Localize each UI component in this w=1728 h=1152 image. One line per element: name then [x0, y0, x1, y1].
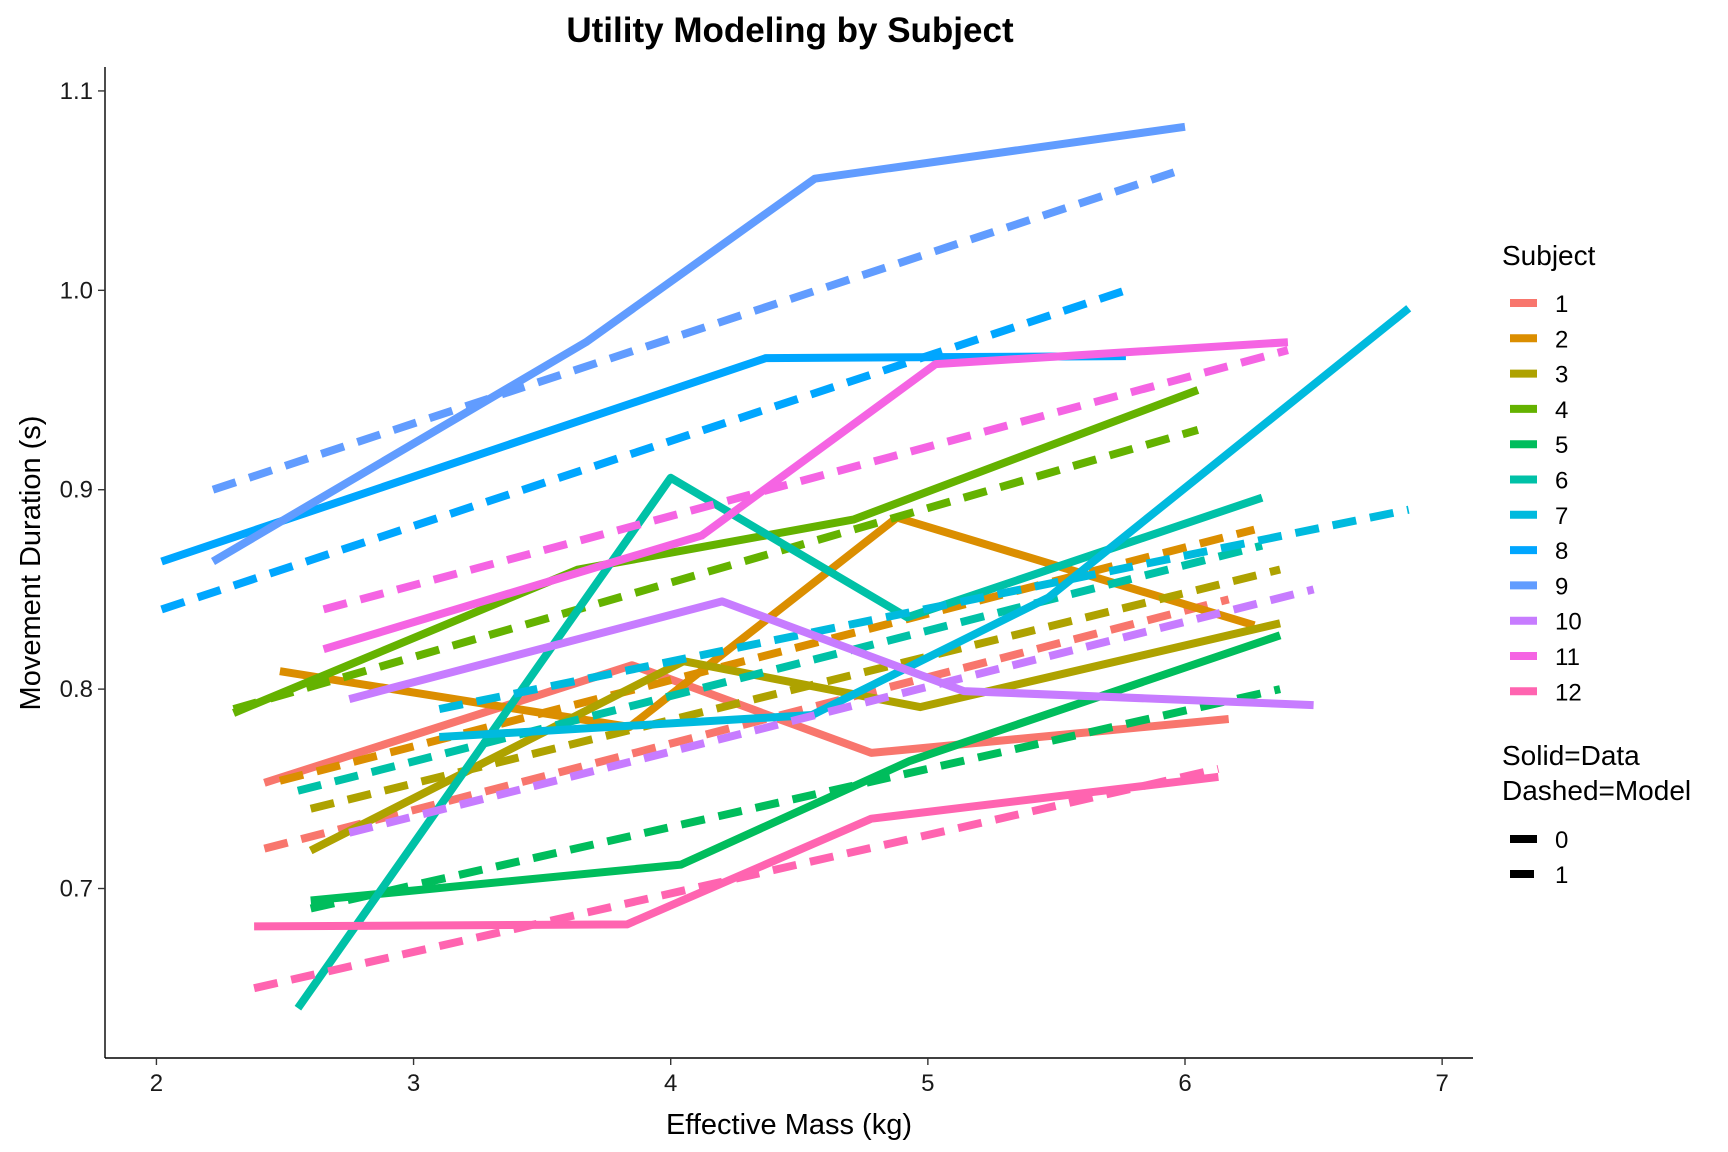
- legend-label-subject-8: 8: [1555, 538, 1568, 565]
- legend-color-title: Subject: [1502, 240, 1596, 271]
- x-ticks: 2 3 4 5 6 7: [150, 1058, 1449, 1097]
- plot-lines: [160, 122, 1412, 1011]
- legend-linetype-title-line2: Dashed=Model: [1502, 775, 1691, 806]
- legend-label-subject-2: 2: [1555, 326, 1568, 353]
- legend-label-subject-3: 3: [1555, 362, 1568, 389]
- series-9-model-line: [211, 164, 1187, 494]
- x-tick-label: 3: [407, 1070, 420, 1097]
- legend-label-linetype: 1: [1555, 862, 1568, 889]
- x-tick-label: 7: [1435, 1070, 1448, 1097]
- x-tick-label: 4: [664, 1070, 677, 1097]
- chart-title: Utility Modeling by Subject: [566, 11, 1014, 50]
- series-10-data-line: [348, 597, 1314, 710]
- series-7-data-line: [439, 305, 1412, 741]
- legend-label-subject-5: 5: [1555, 432, 1568, 459]
- x-tick-label: 5: [921, 1070, 934, 1097]
- x-axis-label: Effective Mass (kg): [666, 1109, 912, 1141]
- series-10-model-line: [348, 585, 1315, 837]
- series-1-data-line: [263, 661, 1230, 787]
- series-7-model-line: [438, 505, 1410, 714]
- y-tick-label: 1.1: [60, 78, 93, 105]
- series-4-model-line: [232, 426, 1200, 713]
- legend-label-subject-10: 10: [1555, 609, 1582, 636]
- y-tick-label: 1.0: [60, 277, 93, 304]
- series-9-data-line: [210, 122, 1186, 565]
- series-3-model-line: [309, 565, 1282, 813]
- y-tick-label: 0.7: [60, 876, 93, 903]
- series-4-data-line: [232, 386, 1200, 717]
- series-5-model-line: [309, 685, 1281, 913]
- y-tick-label: 0.8: [60, 676, 93, 703]
- legend-label-subject-7: 7: [1555, 503, 1568, 530]
- series-11-data-line: [322, 338, 1289, 654]
- series-6-model-line: [296, 541, 1264, 795]
- legend-label-subject-9: 9: [1555, 573, 1568, 600]
- x-tick-label: 6: [1178, 1070, 1191, 1097]
- series-1-model-line: [263, 595, 1230, 853]
- y-ticks: 0.7 0.8 0.9 1.0 1.1: [60, 78, 105, 903]
- legend-label-subject-12: 12: [1555, 679, 1582, 706]
- series-11-model-line: [322, 346, 1289, 614]
- legend-label-subject-1: 1: [1555, 291, 1568, 318]
- series-12-model-line: [253, 764, 1220, 993]
- legend-linetype-items: 01: [1510, 827, 1568, 889]
- legend-linetype-title-line1: Solid=Data: [1502, 740, 1640, 771]
- series-8-model-line: [160, 286, 1128, 614]
- y-tick-label: 0.9: [60, 477, 93, 504]
- x-tick-label: 2: [150, 1070, 163, 1097]
- legend-label-subject-6: 6: [1555, 468, 1568, 495]
- legend-label-subject-11: 11: [1555, 644, 1580, 671]
- y-axis-label: Movement Duration (s): [15, 416, 47, 711]
- legend-label-subject-4: 4: [1555, 397, 1568, 424]
- legend-label-linetype: 0: [1555, 827, 1568, 854]
